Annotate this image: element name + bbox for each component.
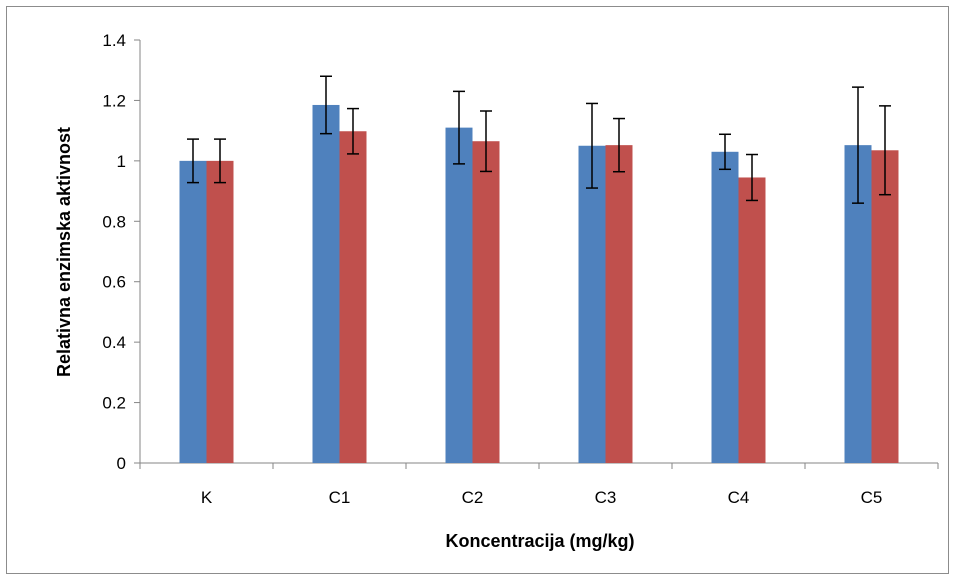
x-tick-label: C4	[728, 488, 750, 507]
error-bar	[746, 153, 758, 202]
y-tick-label: 1	[117, 152, 126, 171]
y-tick-label: 0	[117, 454, 126, 473]
y-tick-label: 0.6	[102, 273, 126, 292]
error-bar	[214, 138, 226, 184]
bar	[339, 131, 367, 464]
x-axis-ticks	[139, 463, 939, 469]
error-bar	[586, 102, 598, 189]
bar	[738, 177, 766, 463]
error-bar	[453, 90, 465, 165]
x-tick-label: C3	[595, 488, 617, 507]
y-tick-label: 0.8	[102, 212, 126, 231]
bar	[711, 151, 739, 464]
bar	[578, 145, 606, 463]
error-bar	[613, 117, 625, 173]
error-bar	[187, 138, 199, 184]
y-axis-ticks: 0 0.2 0.4 0.6 0.8 1 1.2 1.4	[102, 31, 140, 473]
x-tick-label: K	[201, 488, 213, 507]
bar	[871, 150, 899, 463]
error-bar	[719, 133, 731, 171]
bars-group	[179, 104, 899, 464]
error-bars-group	[187, 75, 891, 204]
x-tick-labels: K C1 C2 C3 C4 C5	[201, 488, 883, 507]
error-bar	[320, 75, 332, 135]
bar	[605, 145, 633, 463]
bar	[472, 141, 500, 464]
x-tick-label: C1	[329, 488, 351, 507]
y-tick-label: 0.2	[102, 394, 126, 413]
y-tick-label: 1.2	[102, 91, 126, 110]
error-bar	[852, 86, 864, 204]
error-bar	[480, 110, 492, 173]
x-axis-title: Koncentracija (mg/kg)	[445, 531, 634, 551]
bar	[206, 160, 234, 463]
x-tick-label: C5	[861, 488, 883, 507]
y-tick-label: 1.4	[102, 31, 126, 50]
x-tick-label: C2	[462, 488, 484, 507]
error-bar	[879, 105, 891, 196]
bar	[445, 127, 473, 463]
y-tick-label: 0.4	[102, 333, 126, 352]
y-axis-title: Relativna enzimska aktivnost	[54, 127, 74, 377]
error-bar	[347, 107, 359, 155]
bar	[312, 104, 340, 463]
bar	[179, 160, 207, 463]
